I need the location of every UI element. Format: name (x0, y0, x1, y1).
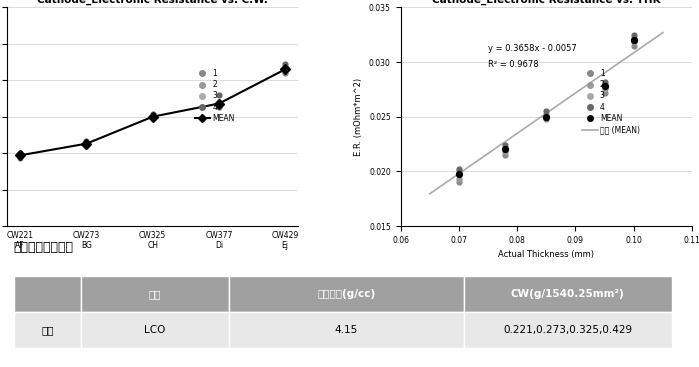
Point (453, 171, 464, 177)
Point (453, 168, 464, 174)
Point (599, 79, 610, 85)
Point (15, 150, 26, 156)
FancyBboxPatch shape (463, 312, 672, 348)
Text: CW(g/1540.25mm²): CW(g/1540.25mm²) (511, 289, 624, 299)
Point (15, 155, 26, 161)
Point (81, 139, 92, 145)
Point (81, 143, 92, 149)
Point (147, 111, 159, 117)
Text: LCO: LCO (144, 325, 166, 335)
Point (280, 61, 291, 67)
Y-axis label: E.R. (mOhm*m^2): E.R. (mOhm*m^2) (354, 77, 363, 156)
Point (599, 83, 610, 89)
Point (280, 66, 291, 72)
Point (500, 146, 511, 152)
Point (500, 142, 511, 148)
Title: Cathode_Electronic Resistance vs. THK: Cathode_Electronic Resistance vs. THK (432, 0, 661, 6)
Legend: 1, 2, 3, 4, MEAN, 线性 (MEAN): 1, 2, 3, 4, MEAN, 线性 (MEAN) (579, 66, 643, 137)
Point (628, 35, 640, 41)
FancyBboxPatch shape (463, 276, 672, 312)
Point (540, 108, 552, 114)
FancyBboxPatch shape (14, 276, 81, 312)
Point (213, 99, 224, 105)
Legend: 1, 2, 3, 4, MEAN: 1, 2, 3, 4, MEAN (192, 66, 238, 126)
FancyBboxPatch shape (229, 276, 463, 312)
Point (540, 114, 552, 120)
X-axis label: Actual Thickness (mm): Actual Thickness (mm) (498, 250, 594, 259)
Point (147, 112, 159, 118)
Text: y = 0.3658x - 0.0057: y = 0.3658x - 0.0057 (488, 44, 577, 53)
Point (500, 146, 511, 152)
Point (540, 116, 552, 122)
Point (15, 152, 26, 158)
Point (628, 43, 640, 48)
Point (280, 64, 291, 70)
Point (147, 115, 159, 121)
FancyBboxPatch shape (14, 312, 81, 348)
Point (81, 138, 92, 143)
Point (453, 176, 464, 182)
Text: 阴极: 阴极 (41, 325, 54, 335)
Point (599, 86, 610, 92)
Point (628, 32, 640, 37)
Point (628, 39, 640, 45)
Point (213, 101, 224, 107)
Text: 样品的设计参数：: 样品的设计参数： (14, 241, 74, 254)
Point (599, 83, 610, 89)
Point (280, 70, 291, 76)
Text: 0.221,0.273,0.325,0.429: 0.221,0.273,0.325,0.429 (503, 325, 632, 335)
Point (81, 141, 92, 147)
Point (147, 114, 159, 120)
Point (453, 179, 464, 185)
FancyBboxPatch shape (229, 312, 463, 348)
Point (453, 166, 464, 172)
Point (15, 150, 26, 156)
Point (599, 90, 610, 95)
FancyBboxPatch shape (81, 312, 229, 348)
Point (213, 92, 224, 98)
Point (540, 114, 552, 120)
Point (213, 104, 224, 110)
Text: 压实密度(g/cc): 压实密度(g/cc) (317, 289, 375, 299)
Point (500, 149, 511, 155)
Point (540, 112, 552, 117)
Text: 材料: 材料 (149, 289, 161, 299)
Text: R² = 0.9678: R² = 0.9678 (488, 61, 539, 69)
Text: 4.15: 4.15 (335, 325, 358, 335)
Point (500, 152, 511, 158)
Title: Cathode_Electronic Resistance vs. C.W.: Cathode_Electronic Resistance vs. C.W. (37, 0, 268, 6)
FancyBboxPatch shape (81, 276, 229, 312)
Point (628, 37, 640, 43)
